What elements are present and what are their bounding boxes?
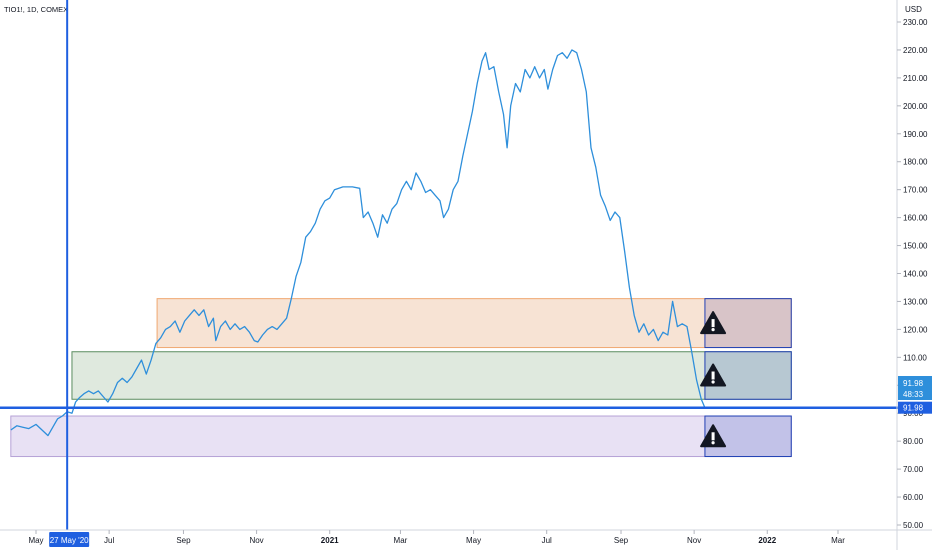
symbol-label: TIO1!, 1D, COMEX: [4, 5, 69, 14]
x-tick-label: Nov: [249, 536, 263, 545]
y-tick-label: 120.00: [903, 325, 928, 334]
x-tick-label: 2021: [321, 536, 339, 545]
y-tick-label: 180.00: [903, 158, 928, 167]
y-tick-label: 50.00: [903, 521, 924, 530]
y-tick-label: 90.00: [903, 409, 924, 418]
warning-mark-dot: [711, 441, 715, 445]
y-tick-label: 160.00: [903, 214, 928, 223]
x-tick-label: Nov: [687, 536, 701, 545]
warning-mark-bar: [711, 432, 715, 441]
x-tick-label: Mar: [394, 536, 408, 545]
x-tick-label: Jul: [542, 536, 552, 545]
y-tick-label: 230.00: [903, 18, 928, 27]
last-price-label: 91.98: [903, 379, 924, 388]
x-tick-label: Sep: [614, 536, 629, 545]
orange-zone: [156, 298, 792, 349]
y-tick-label: 190.00: [903, 130, 928, 139]
x-tick-label: May: [466, 536, 481, 545]
y-tick-label: 110.00: [903, 353, 927, 362]
y-tick-label: 140.00: [903, 270, 928, 279]
y-tick-label: 80.00: [903, 437, 924, 446]
warning-mark-dot: [711, 380, 715, 384]
warning-mark-dot: [711, 328, 715, 332]
last-price-box: [898, 376, 932, 400]
x-tick-label: Sep: [176, 536, 191, 545]
date-label-box: [49, 532, 90, 547]
y-tick-label: 150.00: [903, 242, 928, 251]
x-tick-label: Mar: [831, 536, 845, 545]
warning-mark-bar: [711, 371, 715, 380]
x-tick-label: 2022: [758, 536, 776, 545]
x-tick-label: Jul: [104, 536, 114, 545]
purple-zone: [10, 415, 792, 458]
y-tick-label: 70.00: [903, 465, 924, 474]
countdown-label: 48:33: [903, 390, 924, 399]
date-label: 27 May '20: [50, 536, 89, 545]
line-price-label: 91.98: [903, 404, 924, 413]
y-tick-label: 200.00: [903, 102, 928, 111]
y-tick-label: 60.00: [903, 493, 924, 502]
green-zone: [71, 351, 792, 400]
y-tick-label: 170.00: [903, 186, 928, 195]
x-tick-label: May: [28, 536, 43, 545]
currency-label: USD: [905, 5, 922, 14]
line-price-box: [898, 401, 932, 414]
y-tick-label: 210.00: [903, 74, 928, 83]
y-tick-label: 130.00: [903, 297, 928, 306]
y-tick-label: 220.00: [903, 46, 928, 55]
warning-mark-bar: [711, 319, 715, 328]
price-line: [10, 49, 706, 437]
